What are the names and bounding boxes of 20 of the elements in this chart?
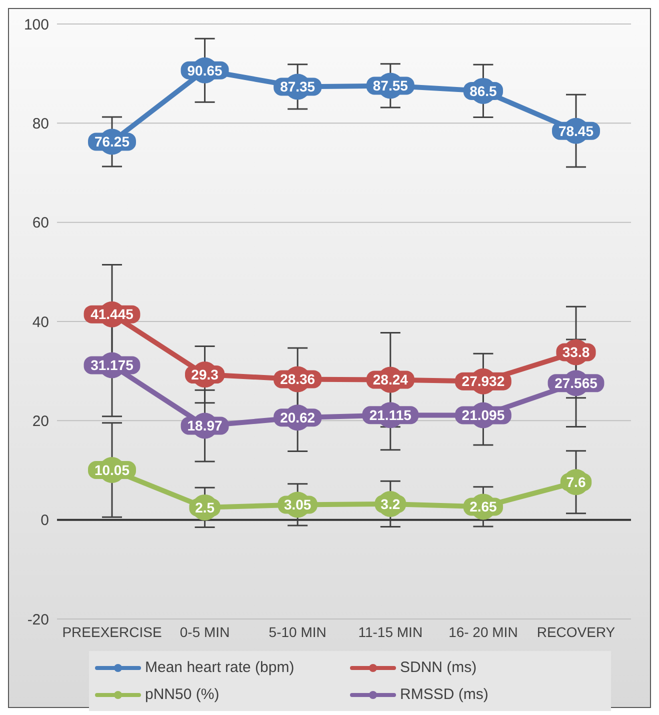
y-tick-label: 20 [32,412,49,430]
x-tick-label: RECOVERY [536,624,616,640]
x-tick-label: 16- 20 MIN [448,624,518,640]
y-tick-label: 100 [24,16,49,34]
x-tick-label: 11-15 MIN [358,624,423,640]
y-tick-label: 40 [32,314,49,331]
legend-label: SDNN (ms) [400,659,477,676]
data-label: 3.2 [380,496,400,512]
y-tick-label: 60 [32,214,49,232]
y-tick-label: -20 [27,611,49,628]
x-tick-label: PREEXERCISE [62,624,162,640]
data-label: 2.5 [195,499,215,516]
x-tick-label: 0-5 MIN [180,624,230,640]
legend-label: RMSSD (ms) [400,686,488,703]
y-tick-label: 0 [40,512,49,530]
legend-label: pNN50 (%) [145,686,220,703]
data-label: 7.6 [566,474,586,490]
x-tick-label: 5-10 MIN [268,624,326,640]
legend-label: Mean heart rate (bpm) [145,659,294,676]
y-tick-label: 80 [32,115,49,132]
